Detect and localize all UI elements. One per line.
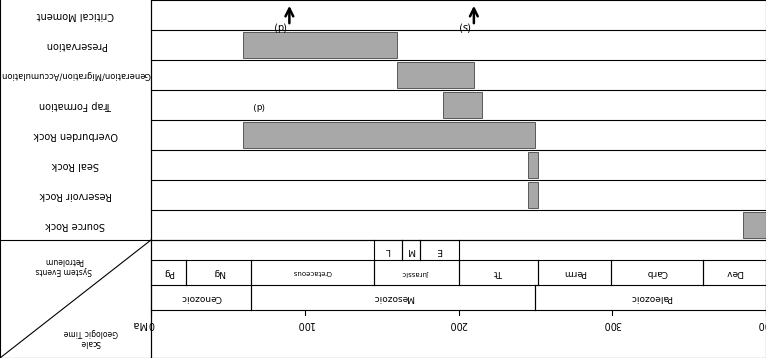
Text: Pg: Pg	[163, 268, 174, 277]
Text: System Events: System Events	[35, 266, 92, 275]
Text: Cretaceous: Cretaceous	[293, 270, 332, 276]
Text: (d): (d)	[273, 21, 286, 31]
Text: Trap Formation: Trap Formation	[39, 100, 112, 110]
Text: 0: 0	[148, 319, 154, 329]
Bar	[528, 152, 538, 178]
Text: Scale: Scale	[80, 339, 101, 348]
Bar	[528, 182, 538, 208]
Text: 400: 400	[757, 319, 766, 329]
Text: 300: 300	[603, 319, 621, 329]
Text: E: E	[437, 246, 442, 255]
Text: 200: 200	[449, 319, 468, 329]
Bar	[397, 62, 474, 88]
Text: Critical Moment: Critical Moment	[37, 10, 114, 20]
Text: (s): (s)	[457, 21, 470, 31]
Text: Cenozoic: Cenozoic	[181, 293, 221, 302]
Text: Generation/Migration/Accumulation: Generation/Migration/Accumulation	[1, 71, 150, 79]
Text: Overburden Rock: Overburden Rock	[33, 130, 118, 140]
Text: Dev: Dev	[725, 268, 744, 277]
Text: 100: 100	[296, 319, 314, 329]
Text: Petroleum: Petroleum	[44, 256, 83, 265]
Text: (d): (d)	[252, 101, 265, 110]
Bar	[443, 92, 482, 118]
Text: L: L	[385, 246, 390, 255]
Text: Ma: Ma	[132, 319, 146, 329]
Text: Seal Rock: Seal Rock	[52, 160, 99, 170]
Bar	[743, 212, 766, 238]
Text: Preservation: Preservation	[45, 40, 106, 50]
Text: Reservoir Rock: Reservoir Rock	[39, 190, 112, 200]
Bar	[244, 122, 535, 148]
Text: Ng: Ng	[212, 268, 225, 277]
Text: Tt: Tt	[494, 268, 503, 277]
Text: Mesozoic: Mesozoic	[372, 293, 414, 302]
Text: Perm: Perm	[563, 268, 586, 277]
Text: Paleozoic: Paleozoic	[630, 293, 672, 302]
Text: Geologic Time: Geologic Time	[64, 329, 118, 338]
Text: Jurassic: Jurassic	[403, 270, 430, 276]
Text: Carb: Carb	[647, 268, 667, 277]
Bar	[244, 32, 397, 58]
Text: Source Rock: Source Rock	[45, 220, 106, 230]
Text: M: M	[407, 246, 414, 255]
